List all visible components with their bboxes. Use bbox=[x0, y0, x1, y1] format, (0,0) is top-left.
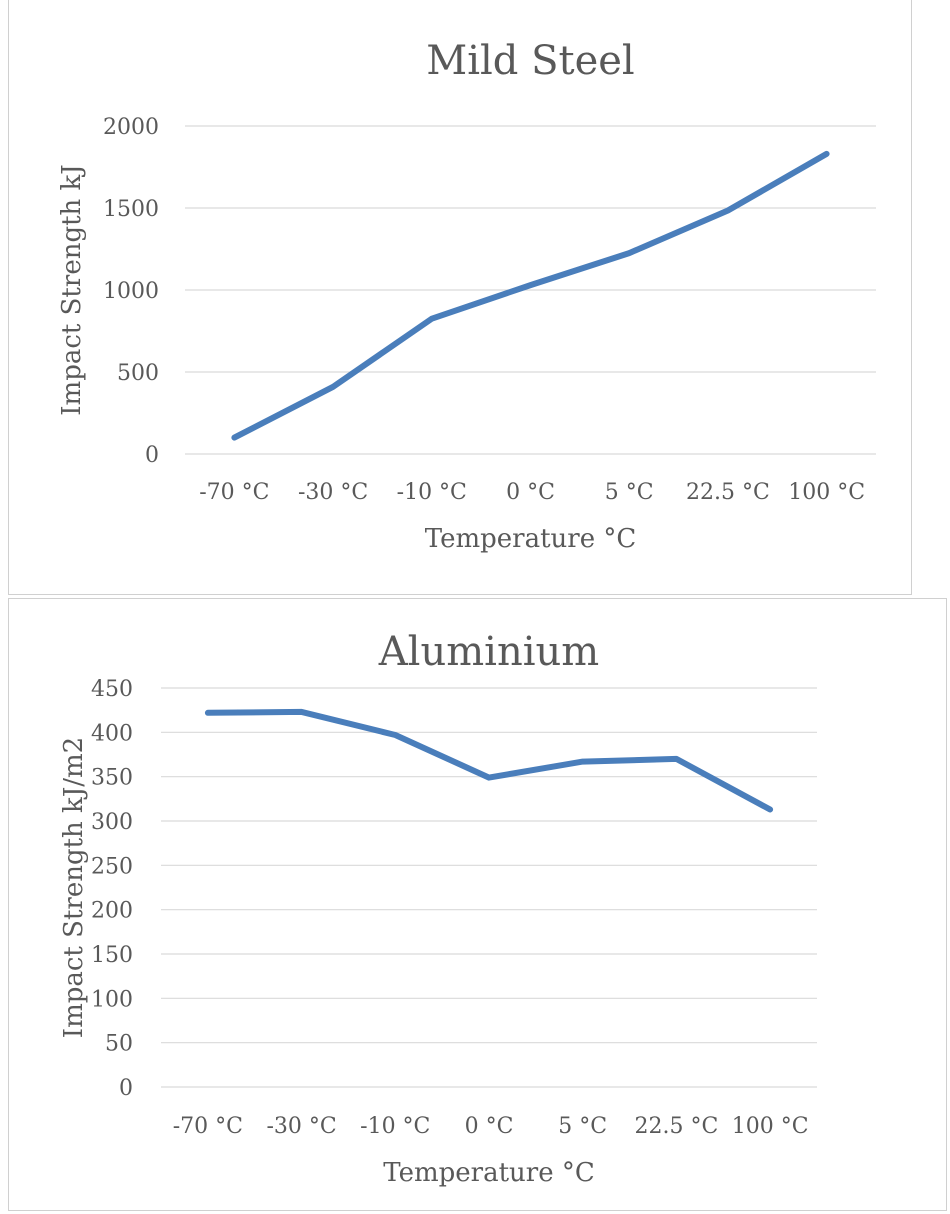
y-tick-label: 500 bbox=[117, 361, 159, 386]
y-tick-label: 0 bbox=[119, 1076, 133, 1101]
series-line bbox=[231, 150, 830, 441]
y-tick-label: 0 bbox=[145, 443, 159, 468]
y-axis-label: Impact Strength kJ bbox=[57, 164, 87, 415]
y-tick-label: 150 bbox=[91, 943, 133, 968]
x-axis-label: Temperature °C bbox=[383, 1158, 595, 1188]
y-tick-label: 300 bbox=[91, 810, 133, 835]
x-tick-label: 100 °C bbox=[732, 1114, 809, 1139]
y-tick-label: 1000 bbox=[103, 279, 159, 304]
x-tick-label: 100 °C bbox=[788, 480, 865, 505]
y-tick-label: 100 bbox=[91, 987, 133, 1012]
y-tick-label: 1500 bbox=[103, 197, 159, 222]
x-tick-label: 0 °C bbox=[465, 1114, 514, 1139]
x-tick-label: 22.5 °C bbox=[635, 1114, 719, 1139]
x-tick-label: 0 °C bbox=[506, 480, 555, 505]
x-tick-label: -10 °C bbox=[360, 1114, 430, 1139]
x-tick-label: 5 °C bbox=[558, 1114, 607, 1139]
y-tick-label: 200 bbox=[91, 899, 133, 924]
x-tick-label: -10 °C bbox=[397, 480, 467, 505]
x-tick-label: -30 °C bbox=[298, 480, 368, 505]
mild-steel-chart-svg: Mild Steel 0 500 1000 1500 2000 -70 °C -30 °C -1… bbox=[57, 38, 876, 554]
x-tick-label: 5 °C bbox=[605, 480, 654, 505]
y-tick-label: 2000 bbox=[103, 115, 159, 140]
aluminium-chart: Aluminium 0 50 100 150 200 250 300 350 400 450 -70 … bbox=[8, 598, 947, 1211]
chart-title: Mild Steel bbox=[426, 38, 634, 84]
y-tick-label: 350 bbox=[91, 766, 133, 791]
y-tick-label: 400 bbox=[91, 721, 133, 746]
aluminium-chart-svg: Aluminium 0 50 100 150 200 250 300 350 400 450 -70 … bbox=[59, 629, 817, 1188]
y-tick-label: 450 bbox=[91, 677, 133, 702]
x-tick-label: -70 °C bbox=[199, 480, 269, 505]
x-tick-label: -70 °C bbox=[173, 1114, 243, 1139]
y-axis-label: Impact Strength kJ/m2 bbox=[59, 737, 89, 1038]
y-tick-label: 50 bbox=[105, 1032, 133, 1057]
mild-steel-chart: Mild Steel 0 500 1000 1500 2000 -70 °C -30 °C -1… bbox=[8, 0, 912, 595]
x-tick-label: -30 °C bbox=[266, 1114, 336, 1139]
x-axis-label: Temperature °C bbox=[425, 524, 637, 554]
y-tick-label: 250 bbox=[91, 854, 133, 879]
series-line bbox=[204, 708, 774, 813]
x-tick-label: 22.5 °C bbox=[686, 480, 770, 505]
chart-title: Aluminium bbox=[378, 629, 599, 675]
